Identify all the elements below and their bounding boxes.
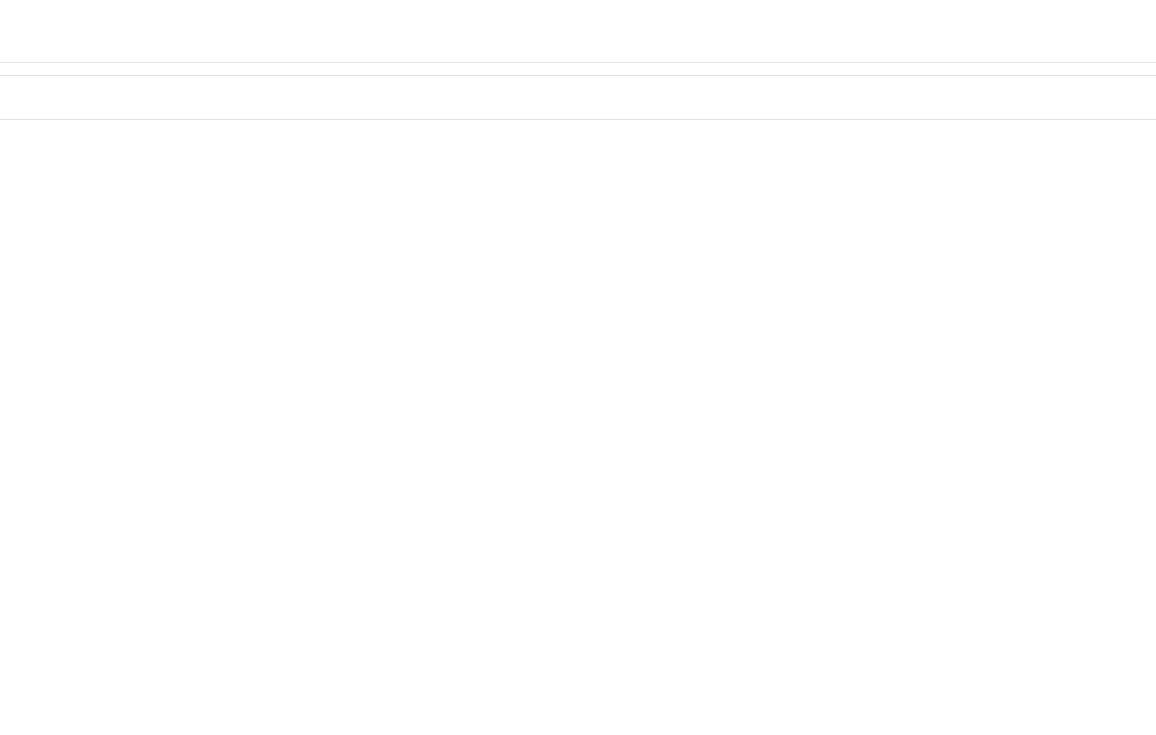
ohlc-legend <box>28 130 116 147</box>
kline-chart[interactable] <box>0 120 1156 735</box>
ma-legend <box>28 153 94 170</box>
tab-bar-inner <box>10 76 1156 119</box>
title-divider <box>0 62 1156 63</box>
period-tab-bar <box>0 75 1156 120</box>
macd-legend <box>28 659 100 676</box>
